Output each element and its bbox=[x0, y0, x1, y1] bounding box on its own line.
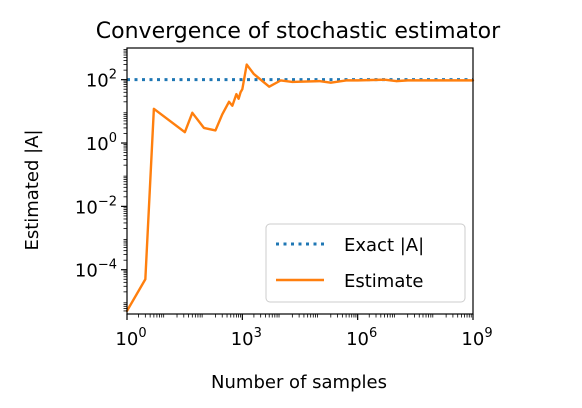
plot-frame bbox=[126, 47, 474, 315]
x-tick-label-exp: 3 bbox=[254, 326, 262, 341]
x-tick-label-exp: 6 bbox=[369, 326, 377, 341]
x-tick-label-base: 10 bbox=[115, 329, 138, 350]
y-tick-label-base: 10 bbox=[75, 261, 98, 282]
y-tick-label-exp: 2 bbox=[109, 68, 117, 83]
y-tick-label-base: 10 bbox=[86, 71, 109, 92]
plot-area bbox=[125, 47, 475, 315]
y-tick-label: 100 bbox=[86, 131, 117, 155]
series-layer bbox=[125, 63, 475, 313]
legend-label-estimate: Estimate bbox=[344, 271, 424, 292]
y-tick-label: 10−4 bbox=[75, 258, 117, 282]
x-tick-label: 109 bbox=[461, 326, 492, 350]
y-tick-label-base: 10 bbox=[86, 134, 109, 155]
x-tick-label: 100 bbox=[115, 326, 146, 350]
legend-label-exact: Exact |A| bbox=[344, 235, 424, 256]
x-tick-label-exp: 0 bbox=[138, 326, 146, 341]
series-line-estimate bbox=[125, 63, 475, 313]
y-tick-label: 10−2 bbox=[75, 194, 117, 218]
x-tick-label-exp: 9 bbox=[484, 326, 492, 341]
x-axis-label: Number of samples bbox=[211, 372, 387, 393]
y-tick-label-exp: −2 bbox=[98, 194, 117, 209]
chart-title: Convergence of stochastic estimator bbox=[96, 19, 501, 44]
x-axis: 100 103 106 109 bbox=[115, 314, 493, 350]
y-axis-label: Estimated |A| bbox=[22, 129, 43, 250]
x-tick-label-base: 10 bbox=[346, 329, 369, 350]
x-tick-label: 106 bbox=[346, 326, 377, 350]
legend: Exact |A| Estimate bbox=[265, 223, 466, 303]
y-tick-label: 102 bbox=[86, 68, 117, 92]
y-tick-label-exp: 0 bbox=[109, 131, 117, 146]
y-tick-label-base: 10 bbox=[75, 197, 98, 218]
y-tick-label-exp: −4 bbox=[98, 258, 117, 273]
x-tick-label: 103 bbox=[231, 326, 262, 350]
x-tick-label-base: 10 bbox=[461, 329, 484, 350]
x-tick-label-base: 10 bbox=[231, 329, 254, 350]
